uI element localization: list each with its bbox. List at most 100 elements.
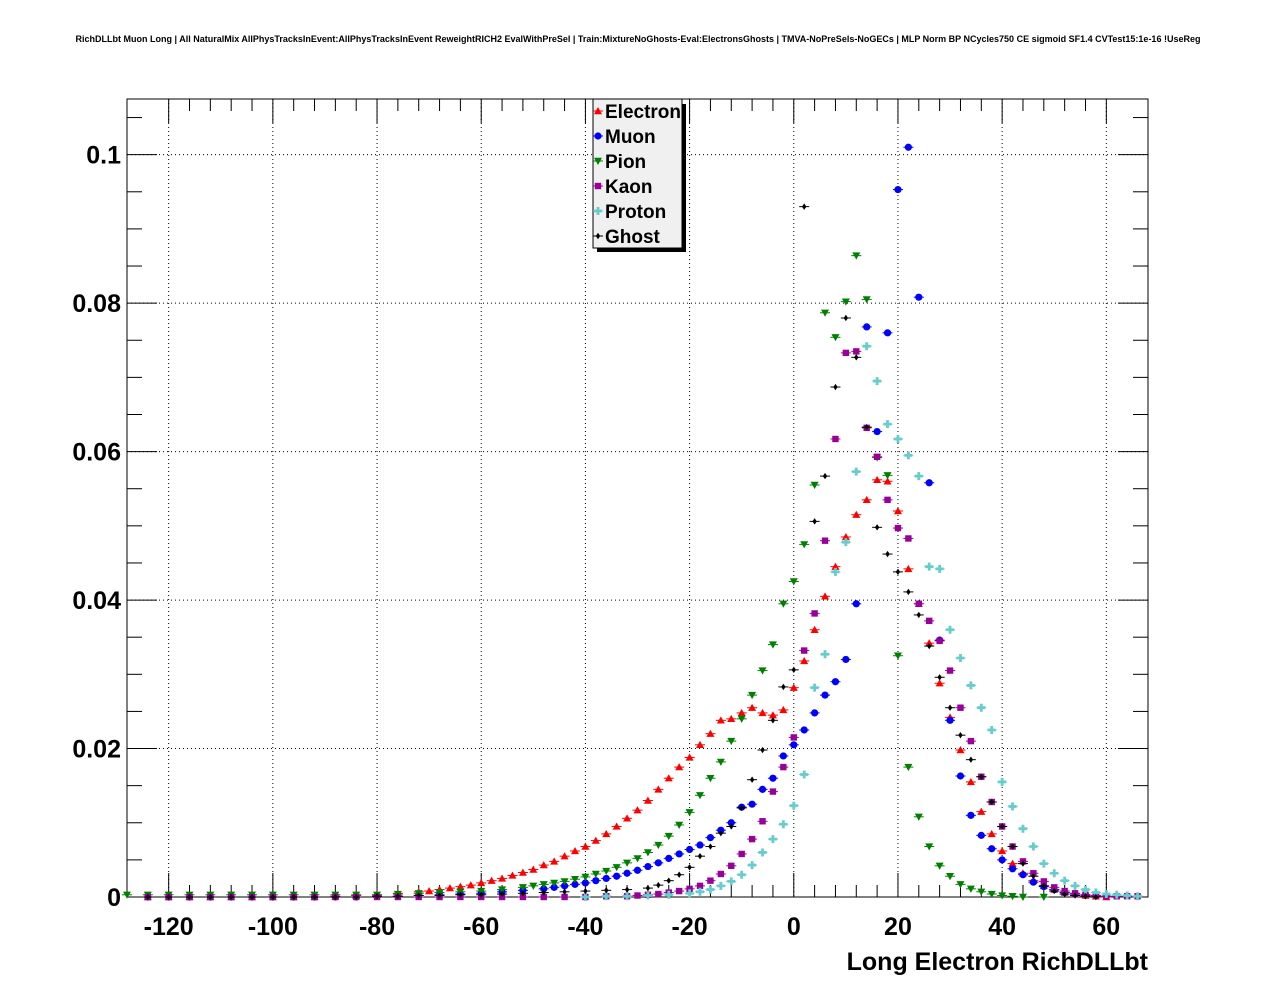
data-series (122, 143, 1143, 901)
data-point (1102, 890, 1111, 899)
data-point (760, 746, 765, 754)
data-point (862, 495, 871, 504)
data-point (675, 850, 683, 858)
y-tick-label: 0.06 (72, 439, 121, 467)
data-point (612, 864, 621, 872)
data-point (800, 726, 808, 734)
data-point (1050, 869, 1059, 878)
data-point (800, 656, 809, 665)
data-point (821, 592, 830, 600)
data-point (675, 821, 684, 829)
data-point (581, 879, 590, 887)
data-point (874, 524, 880, 531)
data-point (333, 893, 338, 901)
data-point (977, 831, 985, 839)
data-point (894, 524, 902, 532)
data-point (717, 870, 725, 878)
data-point (987, 829, 996, 838)
data-point (477, 887, 486, 896)
data-point (873, 453, 881, 461)
data-point (716, 758, 725, 766)
data-point (789, 801, 798, 810)
data-point (864, 423, 869, 431)
data-point (768, 835, 777, 844)
data-point (998, 856, 1006, 864)
data-point (706, 775, 715, 783)
data-point (885, 550, 890, 558)
data-point (800, 541, 809, 549)
data-point (967, 737, 975, 745)
data-point (123, 891, 131, 899)
data-point (987, 890, 996, 899)
legend-label: Pion (605, 152, 646, 173)
legend-item-muon: Muon (593, 127, 656, 148)
data-point (937, 674, 942, 681)
data-point (790, 741, 798, 749)
data-point (998, 892, 1007, 900)
y-tick-label: 0.08 (72, 290, 121, 318)
data-point (800, 770, 809, 779)
data-point (821, 691, 829, 699)
data-point (833, 383, 838, 391)
data-point (1019, 871, 1027, 879)
legend-item-electron: Electron (593, 102, 681, 123)
data-point (780, 763, 787, 771)
data-point (893, 434, 902, 443)
data-point (781, 683, 786, 691)
data-point (810, 625, 819, 633)
legend-marker (594, 107, 602, 115)
data-point (145, 893, 151, 901)
data-point (957, 704, 964, 711)
data-point (1072, 892, 1078, 899)
data-point (624, 886, 630, 893)
legend-item-kaon: Kaon (593, 177, 653, 198)
data-point (810, 481, 819, 490)
data-point (822, 472, 828, 480)
data-point (925, 639, 934, 647)
data-point (727, 737, 736, 746)
data-point (1039, 859, 1048, 868)
data-point (987, 725, 996, 734)
data-point (873, 427, 881, 436)
data-point (466, 881, 475, 889)
legend-item-proton: Proton (593, 202, 666, 223)
data-point (550, 857, 559, 865)
legend-label: Ghost (605, 227, 661, 248)
data-point (550, 883, 558, 891)
x-axis-label: Long Electron RichDLLbt (847, 948, 1149, 976)
data-point (925, 479, 933, 487)
data-point (1031, 873, 1036, 880)
data-point (707, 877, 714, 884)
data-point (728, 862, 735, 870)
legend-marker (594, 132, 602, 140)
data-point (187, 893, 192, 901)
data-point (354, 893, 359, 901)
data-point (685, 809, 694, 817)
legend-label: Electron (605, 102, 681, 123)
data-point (706, 834, 715, 842)
data-point (904, 451, 913, 460)
data-point (821, 650, 830, 659)
data-point (779, 705, 788, 714)
data-point (623, 892, 632, 901)
data-point (1010, 843, 1015, 850)
data-point (664, 832, 673, 841)
data-point (604, 887, 609, 894)
y-tick-label: 0.1 (86, 142, 121, 170)
data-point (842, 349, 850, 357)
data-point (560, 852, 569, 860)
data-point (1008, 859, 1017, 867)
data-point (166, 893, 171, 901)
data-point (1018, 893, 1027, 901)
x-tick-label: -120 (144, 913, 194, 941)
data-point (643, 796, 652, 804)
data-point (208, 893, 213, 901)
data-point (1029, 842, 1038, 851)
data-point (852, 467, 861, 476)
data-point (686, 885, 693, 893)
data-point (612, 822, 621, 830)
data-point (561, 893, 568, 901)
data-point (977, 703, 986, 712)
data-point (811, 709, 819, 717)
data-point (1039, 893, 1048, 901)
